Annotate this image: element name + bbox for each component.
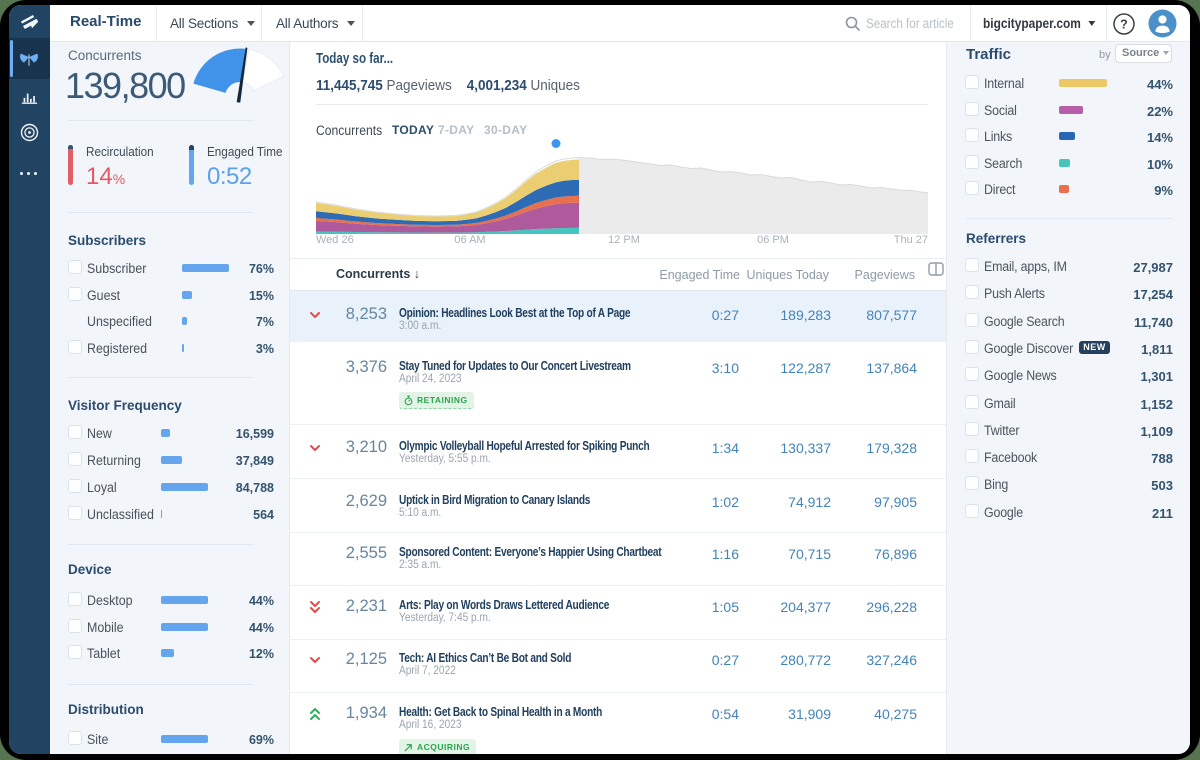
svg-text:?: ? — [1120, 18, 1128, 32]
